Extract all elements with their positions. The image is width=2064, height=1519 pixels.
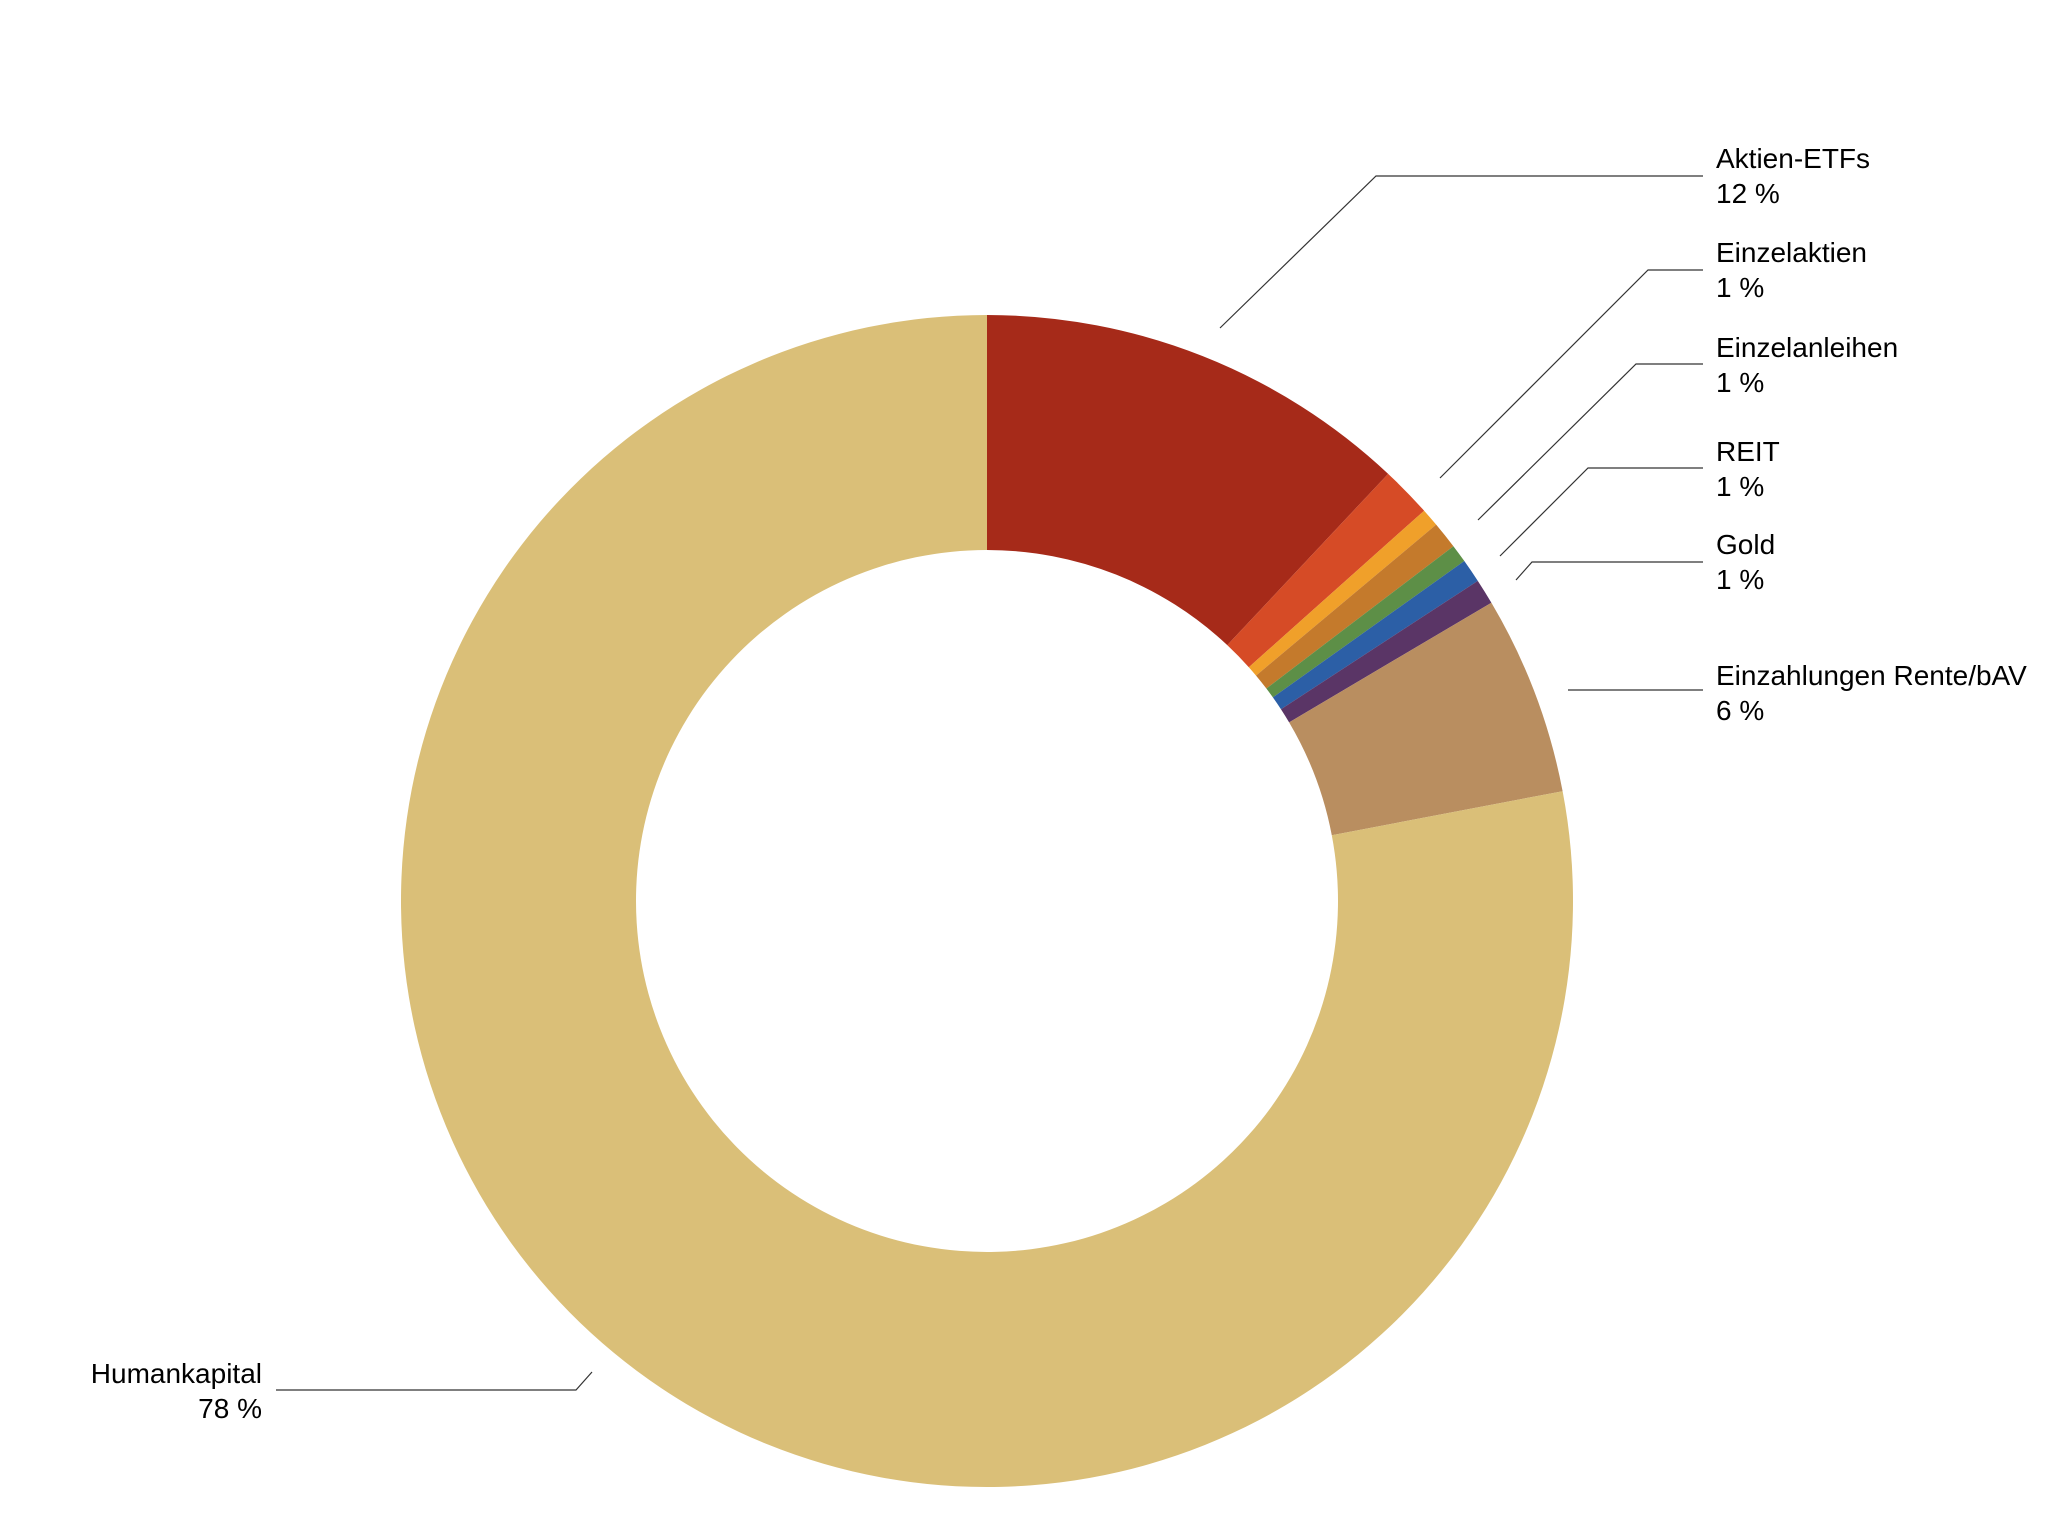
leader-line-reit: [1499, 467, 1703, 557]
donut-slice-einzelaktien: [1227, 473, 1425, 668]
slice-value-einzelaktien: 1 %: [1716, 272, 1764, 303]
donut-slice-gold: [1266, 546, 1465, 698]
slice-label-einzahlungen-rente-bav: Einzahlungen Rente/bAV: [1716, 660, 2027, 691]
slice-value-einzahlungen-rente-bav: 6 %: [1716, 695, 1764, 726]
donut-slice-humankapital: [400, 315, 1573, 1487]
leader-line-gold: [1515, 561, 1703, 581]
slice-label-reit: REIT: [1716, 436, 1780, 467]
slice-label-einzelaktien: Einzelaktien: [1716, 237, 1867, 268]
slice-value-aktien-etfs: 12 %: [1716, 178, 1780, 209]
slice-value-einzelanleihen: 1 %: [1716, 367, 1764, 398]
donut-slice-unlabeled-6: [1280, 580, 1492, 723]
donut-slice-einzahlungen-rente-bav: [1289, 602, 1563, 836]
leader-line-einzelanleihen: [1477, 363, 1703, 521]
slice-label-aktien-etfs: Aktien-ETFs: [1716, 143, 1870, 174]
donut-slice-unlabeled-5: [1272, 561, 1478, 710]
donut-slice-einzelanleihen: [1248, 510, 1437, 676]
leader-line-einzelaktien: [1439, 269, 1703, 479]
leader-line-aktien-etfs: [1219, 175, 1703, 329]
slice-value-gold: 1 %: [1716, 564, 1764, 595]
slice-label-humankapital: Humankapital: [91, 1358, 262, 1389]
donut-slice-aktien-etfs: [987, 315, 1389, 646]
leader-line-humankapital: [276, 1371, 593, 1391]
slice-label-einzelanleihen: Einzelanleihen: [1716, 332, 1898, 363]
donut-slice-reit: [1256, 524, 1454, 689]
slice-value-humankapital: 78 %: [198, 1393, 262, 1424]
slice-value-reit: 1 %: [1716, 471, 1764, 502]
slice-label-gold: Gold: [1716, 529, 1775, 560]
